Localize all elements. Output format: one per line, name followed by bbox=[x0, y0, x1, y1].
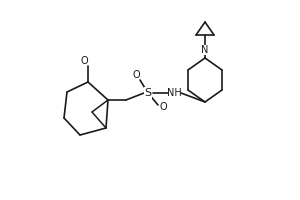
Text: O: O bbox=[159, 102, 167, 112]
Text: S: S bbox=[144, 88, 152, 98]
Text: O: O bbox=[132, 70, 140, 80]
Text: O: O bbox=[80, 56, 88, 66]
Text: N: N bbox=[201, 45, 209, 55]
Text: NH: NH bbox=[167, 88, 182, 98]
